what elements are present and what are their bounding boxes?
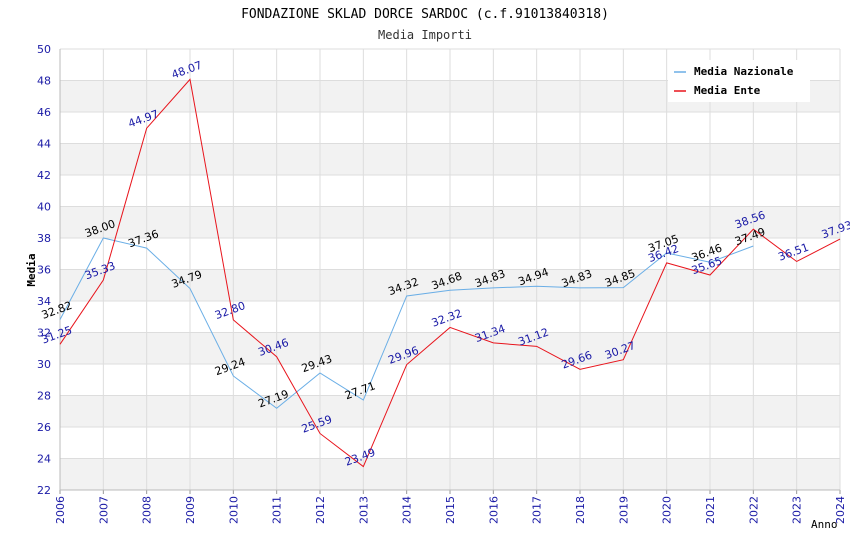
y-tick-label: 50 <box>37 43 51 56</box>
y-tick-label: 48 <box>37 75 51 88</box>
x-tick-label: 2011 <box>271 496 284 524</box>
y-tick-label: 24 <box>37 453 51 466</box>
x-tick-label: 2010 <box>227 496 240 524</box>
y-tick-label: 28 <box>37 390 51 403</box>
x-tick-label: 2006 <box>54 496 67 524</box>
series-line-media-nazionale <box>59 237 754 409</box>
x-tick-labels: 2006 2007 2008 2009 2010 2011 2012 2013 2014 2015… <box>54 496 847 524</box>
x-tick-label: 2008 <box>141 496 154 524</box>
chart-title: FONDAZIONE SKLAD DORCE SARDOC (c.f.91013… <box>241 7 609 22</box>
y-tick-label: 36 <box>37 264 51 277</box>
x-tick-label: 2023 <box>791 496 804 524</box>
x-tick-label: 2020 <box>661 496 674 524</box>
series-line-media-ente <box>59 78 841 468</box>
data-label-media-ente: 32.32 <box>430 307 464 330</box>
x-tick-label: 2014 <box>401 496 414 524</box>
y-tick-label: 22 <box>37 484 51 497</box>
data-label-media-ente: 36.51 <box>776 241 810 264</box>
legend-label-media-ente: Media Ente <box>694 84 761 97</box>
x-tick-label: 2015 <box>444 496 457 524</box>
x-tick-label: 2024 <box>834 496 847 524</box>
y-tick-labels: 22 24 26 28 30 32 34 36 38 40 42 44 46 48 50 <box>37 43 51 497</box>
y-tick-label: 42 <box>37 169 51 182</box>
chart-subtitle: Media Importi <box>378 28 472 42</box>
x-tick-label: 2019 <box>617 496 630 524</box>
x-tick-label: 2018 <box>574 496 587 524</box>
x-axis-label: Anno <box>811 518 838 531</box>
legend-box <box>668 60 810 102</box>
x-tick-label: 2007 <box>97 496 110 524</box>
y-tick-label: 38 <box>37 232 51 245</box>
y-tick-label: 44 <box>37 138 51 151</box>
legend: Media Nazionale Media Ente <box>668 60 810 102</box>
y-tick-label: 46 <box>37 106 51 119</box>
x-tick-label: 2012 <box>314 496 327 524</box>
data-label-media-ente: 48.07 <box>170 59 204 82</box>
legend-label-media-nazionale: Media Nazionale <box>694 65 794 78</box>
y-axis-label: Media <box>25 253 38 286</box>
x-tick-label: 2016 <box>487 496 500 524</box>
y-tick-label: 34 <box>37 295 51 308</box>
x-tick-label: 2022 <box>747 496 760 524</box>
y-tick-label: 30 <box>37 358 51 371</box>
series-lines <box>59 78 841 468</box>
y-tick-label: 40 <box>37 201 51 214</box>
x-tick-label: 2021 <box>704 496 717 524</box>
x-tick-label: 2017 <box>531 496 544 524</box>
axes <box>59 49 840 491</box>
x-tick-label: 2013 <box>357 496 370 524</box>
y-tick-label: 32 <box>37 327 51 340</box>
x-tick-label: 2009 <box>184 496 197 524</box>
y-tick-label: 26 <box>37 421 51 434</box>
